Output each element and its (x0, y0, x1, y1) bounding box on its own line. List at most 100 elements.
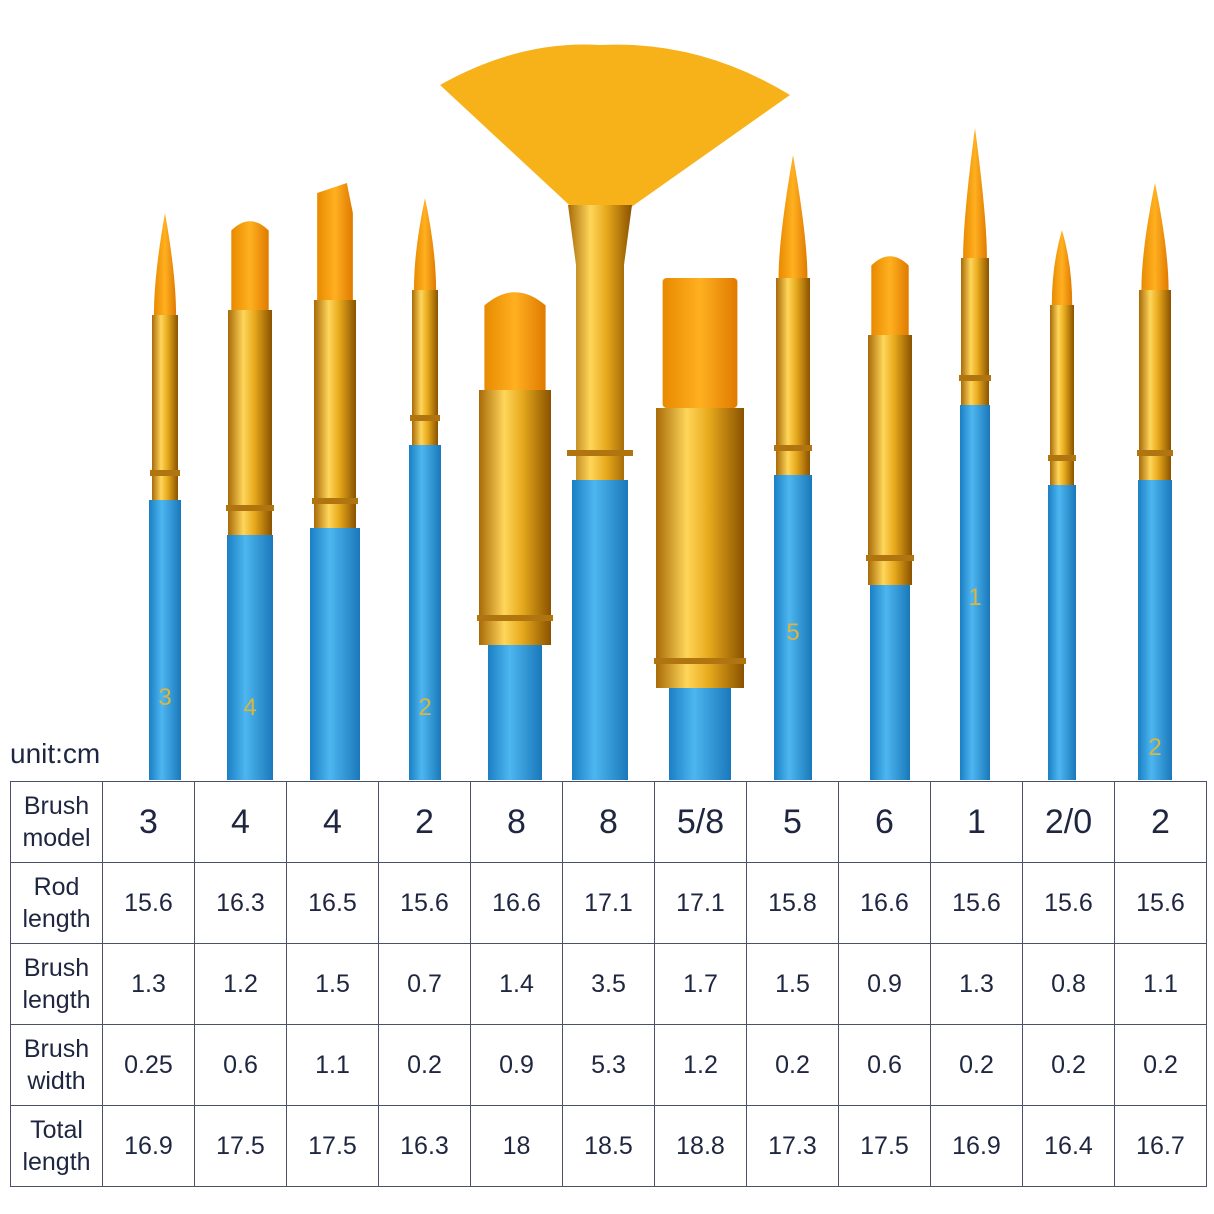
table-cell: 1.4 (470, 943, 563, 1025)
table-cell: 5.3 (562, 1024, 655, 1106)
table-cell: 17.1 (654, 862, 747, 944)
row-label: Brush width (10, 1024, 103, 1106)
brush-bristles (317, 183, 353, 300)
row-label-line: Brush (23, 792, 90, 820)
table-cell: 8 (562, 781, 655, 863)
table-cell: 15.6 (1022, 862, 1115, 944)
table-cell: 16.9 (102, 1105, 195, 1187)
row-label-line: Rod (33, 873, 80, 901)
row-label-line: length (22, 1148, 91, 1176)
brush-bristles (484, 292, 546, 390)
table-cell: 1.5 (286, 943, 379, 1025)
table-row-total-length: Total length 16.9 17.5 17.5 16.3 18 18.5 18.8 17.… (10, 1105, 1207, 1187)
table-row-rod-length: Rod length 15.6 16.3 16.5 15.6 16.6 17.1 17.1 15.… (10, 862, 1207, 944)
ferrule-crimp (1048, 455, 1076, 461)
table-cell: 0.7 (378, 943, 471, 1025)
table-cell: 3.5 (562, 943, 655, 1025)
table-cell: 5/8 (654, 781, 747, 863)
row-label-line: Total (30, 1116, 83, 1144)
table-cell: 1 (930, 781, 1023, 863)
table-cell: 0.6 (194, 1024, 287, 1106)
brush-bristles (1141, 183, 1169, 290)
table-cell: 1.1 (1114, 943, 1207, 1025)
brush-handle (1138, 480, 1172, 780)
table-cell: 15.8 (746, 862, 839, 944)
brush-bristles (871, 256, 909, 335)
ferrule-crimp (226, 505, 274, 511)
table-cell: 1.3 (930, 943, 1023, 1025)
table-cell: 1.3 (102, 943, 195, 1025)
table-row-brush-width: Brush width 0.25 0.6 1.1 0.2 0.9 5.3 1.2 0.2 0.6 0.… (10, 1024, 1207, 1106)
brush-handle (572, 480, 628, 780)
brush-spec-table: Brush model 3 4 4 2 8 8 5/8 5 6 1 2/0 2 Rod length 15.6 1… (10, 781, 1207, 1187)
ferrule-crimp (477, 615, 553, 621)
table-cell: 15.6 (930, 862, 1023, 944)
table-cell: 16.4 (1022, 1105, 1115, 1187)
handle-number: 2 (1148, 734, 1161, 761)
brush-handle (310, 528, 360, 780)
brush-bristles (440, 44, 790, 215)
table-cell: 6 (838, 781, 931, 863)
table-cell: 1.2 (194, 943, 287, 1025)
brush-handle (960, 405, 990, 780)
table-cell: 1.1 (286, 1024, 379, 1106)
table-cell: 1.5 (746, 943, 839, 1025)
ferrule-crimp (150, 470, 180, 476)
row-label-line: width (27, 1067, 86, 1095)
handle-number: 4 (243, 694, 256, 721)
table-cell: 2 (1114, 781, 1207, 863)
table-cell: 0.9 (470, 1024, 563, 1106)
table-cell: 15.6 (102, 862, 195, 944)
table-cell: 4 (194, 781, 287, 863)
row-label: Brush model (10, 781, 103, 863)
row-label-line: Brush (23, 954, 90, 982)
table-cell: 0.2 (378, 1024, 471, 1106)
brush-bristles (963, 128, 987, 258)
table-cell: 0.25 (102, 1024, 195, 1106)
table-cell: 0.8 (1022, 943, 1115, 1025)
brush-ferrule (228, 310, 272, 535)
table-cell: 3 (102, 781, 195, 863)
ferrule-crimp (410, 415, 440, 421)
brush-handle (774, 475, 812, 780)
brush-ferrule (479, 390, 551, 645)
table-cell: 17.1 (562, 862, 655, 944)
table-cell: 17.5 (838, 1105, 931, 1187)
table-row-brush-model: Brush model 3 4 4 2 8 8 5/8 5 6 1 2/0 2 (10, 781, 1207, 863)
table-cell: 0.2 (746, 1024, 839, 1106)
row-label: Total length (10, 1105, 103, 1187)
brush-handle (149, 500, 181, 780)
table-cell: 16.5 (286, 862, 379, 944)
brush-handle (409, 445, 441, 780)
brush-bristles (778, 155, 808, 278)
table-cell: 16.3 (378, 1105, 471, 1187)
brush-ferrule (656, 408, 744, 688)
table-cell: 2 (378, 781, 471, 863)
ferrule-crimp (567, 450, 633, 456)
brush-ferrule (1139, 290, 1171, 480)
table-cell: 0.2 (1114, 1024, 1207, 1106)
table-row-brush-length: Brush length 1.3 1.2 1.5 0.7 1.4 3.5 1.7 1.5 0.9 1.… (10, 943, 1207, 1025)
row-label: Brush length (10, 943, 103, 1025)
table-cell: 1.7 (654, 943, 747, 1025)
brush-bristles (153, 213, 177, 315)
ferrule-crimp (866, 555, 914, 561)
brush-ferrule (412, 290, 438, 445)
ferrule-crimp (774, 445, 812, 451)
table-cell: 16.3 (194, 862, 287, 944)
brush-bristles (413, 198, 437, 290)
handle-number: 3 (158, 684, 171, 711)
row-label-line: length (22, 986, 91, 1014)
unit-label: unit:cm (10, 738, 101, 769)
brush-handle (227, 535, 273, 780)
row-label: Rod length (10, 862, 103, 944)
brush-handle (488, 645, 542, 780)
table-cell: 16.9 (930, 1105, 1023, 1187)
brush-set-illustration: 3 4 2 5 1 2 (149, 44, 1173, 780)
handle-number: 5 (786, 619, 799, 646)
table-cell: 17.5 (194, 1105, 287, 1187)
brush-ferrule (568, 205, 632, 480)
ferrule-crimp (654, 658, 746, 664)
ferrule-crimp (959, 375, 991, 381)
